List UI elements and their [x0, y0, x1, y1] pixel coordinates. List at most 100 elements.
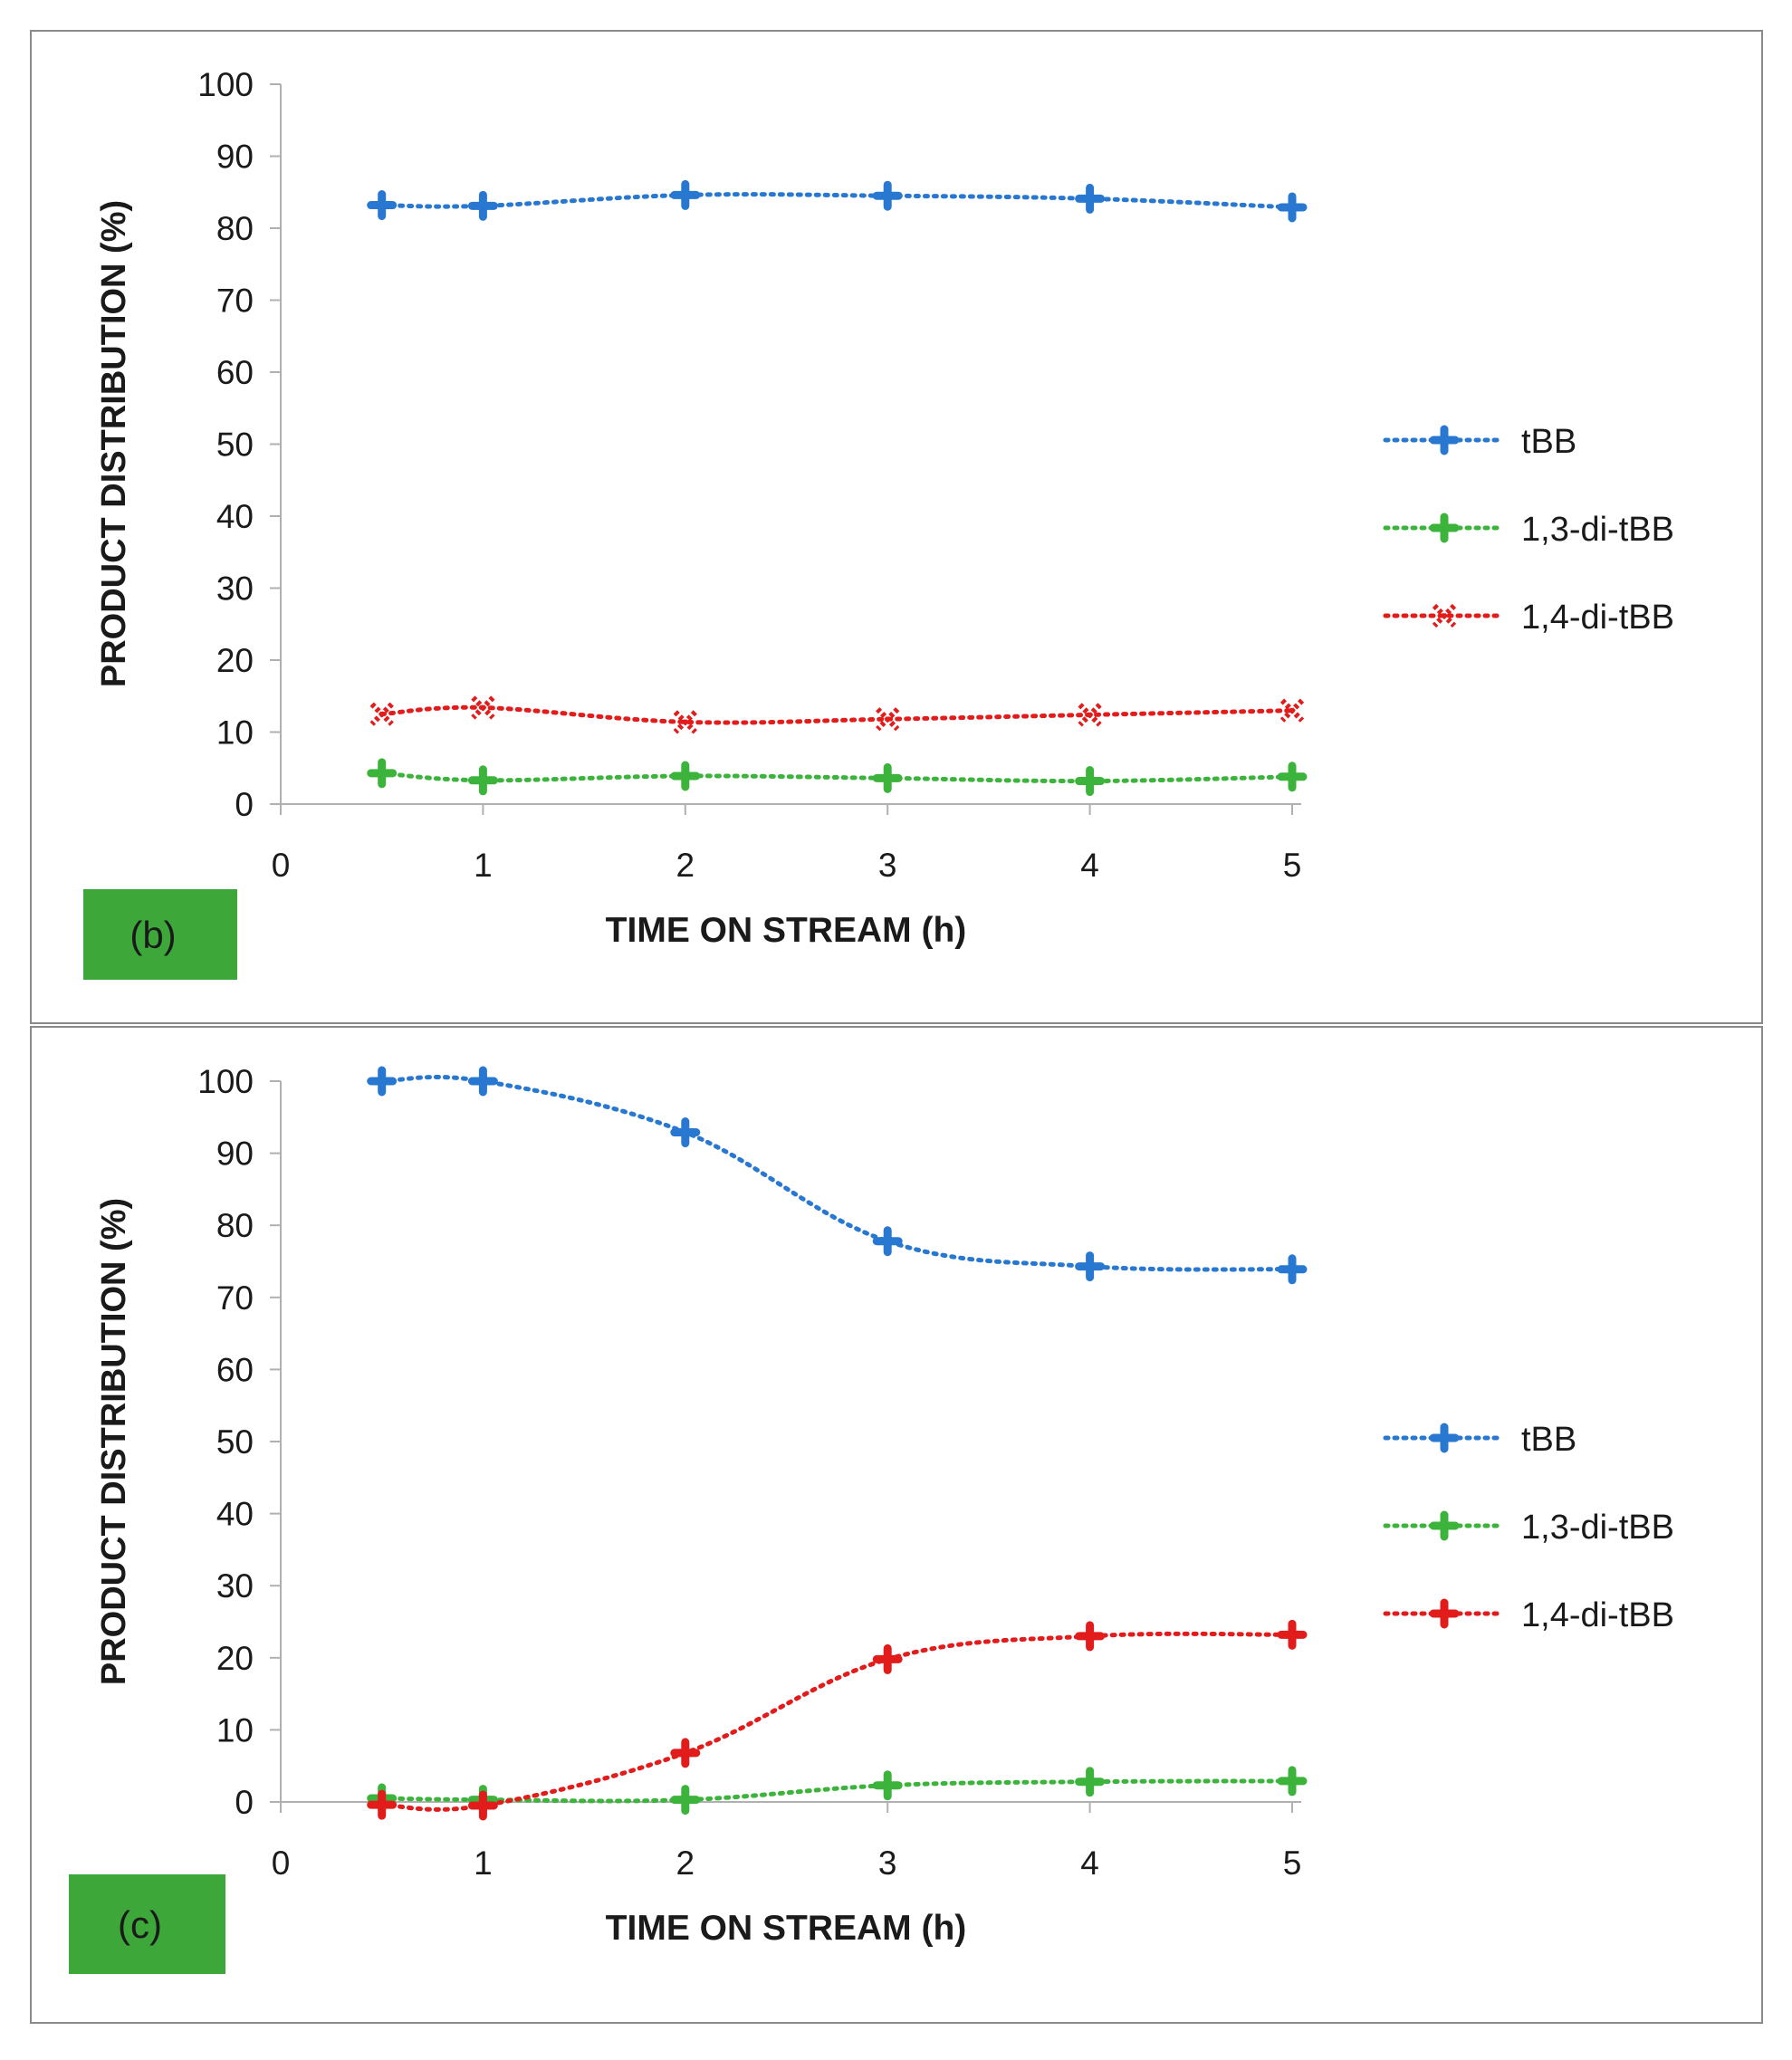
data-point [367, 190, 398, 221]
data-point-core [1084, 775, 1096, 787]
data-point [872, 180, 903, 211]
data-point-core [1084, 1630, 1096, 1642]
data-point [1277, 1619, 1308, 1650]
panel-label: (c) [118, 1903, 162, 1946]
y-tick-label: 100 [197, 66, 254, 103]
data-point [670, 761, 701, 791]
data-point-core [376, 199, 388, 211]
series-di14 [369, 695, 1305, 734]
legend-marker-core [1439, 435, 1450, 446]
legend-marker-core [1439, 1608, 1450, 1619]
legend-marker-shape [1432, 603, 1457, 628]
y-tick-label: 90 [216, 1135, 254, 1173]
y-tick-label: 0 [235, 786, 254, 823]
data-point [367, 758, 398, 789]
data-point [1277, 192, 1308, 223]
y-tick-label: 20 [216, 1640, 254, 1677]
legend-label: 1,3-di-tBB [1521, 511, 1674, 549]
data-point-core [1084, 1776, 1096, 1787]
data-point-core [477, 1799, 489, 1811]
y-tick-label: 0 [235, 1784, 254, 1821]
series-tBB [367, 1066, 1308, 1285]
legend-item-di13: 1,3-di-tBB [1383, 1509, 1674, 1547]
data-point-core [679, 1794, 691, 1806]
y-tick-label: 40 [216, 1496, 254, 1533]
data-point [367, 1789, 398, 1820]
y-tick-label: 80 [216, 1207, 254, 1244]
legend-marker-core [1439, 522, 1450, 533]
panel-label: (b) [129, 914, 176, 956]
legend-item-di13: 1,3-di-tBB [1383, 511, 1674, 549]
legend-item-tBB: tBB [1383, 423, 1576, 461]
data-point [471, 695, 495, 720]
data-point [670, 1785, 701, 1816]
y-tick-label: 50 [216, 426, 254, 464]
y-tick-label: 40 [216, 498, 254, 535]
y-tick-label: 60 [216, 1351, 254, 1388]
y-axis-title: PRODUCT DISTRIBUTION (%) [95, 200, 133, 687]
data-point [467, 190, 498, 221]
chart-panel-b: 0 10 20 30 40 50 60 70 80 90 100 0 1 2 3 4 5 PRODUCT DIST… [83, 66, 1674, 980]
y-tick-label: 70 [216, 283, 254, 320]
panel-c-frame [30, 1026, 1763, 2024]
chart-panel-c: 0 10 20 30 40 50 60 70 80 90 100 0 1 2 3 4 5 PRODUCT DIST… [69, 1063, 1674, 1974]
data-point [367, 1066, 398, 1097]
data-point [467, 1066, 498, 1097]
data-point-core [882, 190, 894, 202]
data-point [467, 1790, 498, 1821]
data-point [1277, 1254, 1308, 1285]
data-point-core [679, 1126, 691, 1138]
y-tick-label: 100 [197, 1063, 254, 1100]
x-tick-label: 2 [676, 1844, 695, 1882]
y-tick-label: 30 [216, 570, 254, 608]
x-tick-label: 3 [878, 847, 897, 884]
x-axis-title: TIME ON STREAM (h) [606, 1909, 967, 1948]
data-point-core [1287, 1263, 1298, 1275]
y-tick-label: 50 [216, 1423, 254, 1461]
legend-item-di14: 1,4-di-tBB [1383, 599, 1674, 637]
data-point [670, 1738, 701, 1768]
data-point [872, 1770, 903, 1801]
legend-marker [1429, 425, 1460, 455]
y-tick-label: 10 [216, 714, 254, 752]
data-point-core [882, 772, 894, 784]
data-point [673, 710, 697, 734]
data-point [1075, 1621, 1106, 1652]
y-tick-label: 60 [216, 354, 254, 391]
data-point-shape [1078, 703, 1102, 727]
data-point-core [1287, 1629, 1298, 1641]
data-point-shape [876, 707, 900, 732]
data-point-core [1287, 771, 1298, 782]
x-tick-label: 5 [1283, 1844, 1302, 1882]
legend-marker [1429, 1510, 1460, 1541]
x-tick-label: 1 [474, 1844, 493, 1882]
y-axis-title: PRODUCT DISTRIBUTION (%) [95, 1198, 133, 1685]
series-di13 [367, 758, 1308, 797]
data-point [872, 1643, 903, 1674]
x-tick-label: 5 [1283, 847, 1302, 884]
data-point-core [477, 774, 489, 786]
data-point [876, 707, 900, 732]
x-tick-label: 4 [1080, 847, 1099, 884]
series-di14 [367, 1619, 1308, 1821]
data-point [670, 179, 701, 210]
data-point [872, 1226, 903, 1257]
legend-label: 1,3-di-tBB [1521, 1509, 1674, 1547]
legend-marker [1429, 513, 1460, 543]
data-point-core [1287, 1775, 1298, 1787]
x-tick-label: 0 [272, 1844, 291, 1882]
data-point-shape [673, 710, 697, 734]
data-point [369, 702, 394, 726]
y-tick-label: 30 [216, 1567, 254, 1605]
data-point-core [882, 1653, 894, 1665]
legend-marker-core [1439, 1432, 1450, 1443]
data-point [1075, 1251, 1106, 1282]
data-point-core [679, 189, 691, 201]
y-tick-label: 90 [216, 139, 254, 176]
data-point-core [477, 200, 489, 212]
panel-label-badge [69, 1874, 225, 1974]
panel-label-badge [83, 889, 237, 980]
data-point-core [376, 1799, 388, 1811]
x-axis-title: TIME ON STREAM (h) [606, 911, 967, 950]
